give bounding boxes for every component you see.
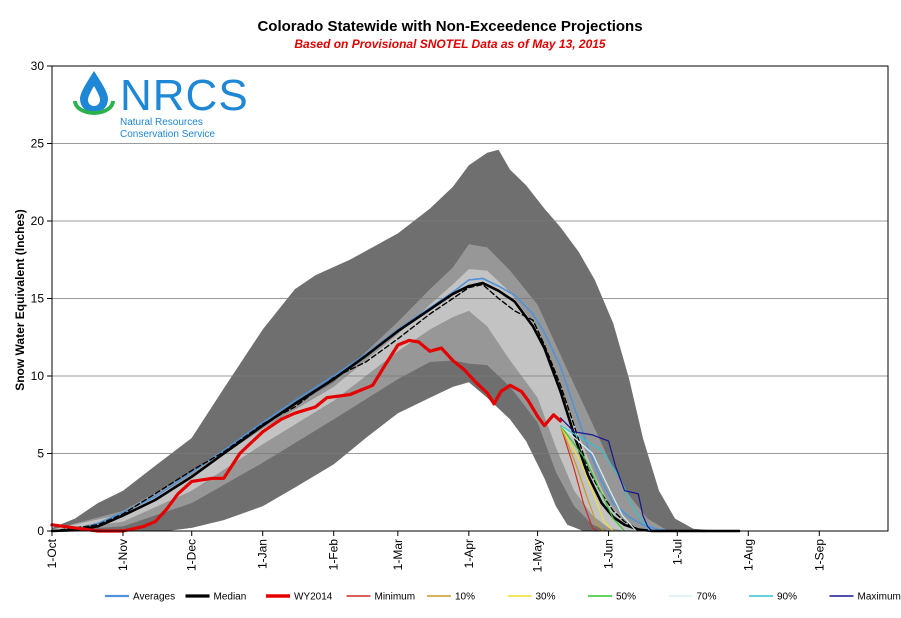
chart-title: Colorado Statewide with Non-Exceedence P… [257,18,642,35]
legend-item-median: Median [185,592,247,603]
legend-label-10pct: 10% [455,592,475,603]
legend-item-minimum: Minimum [346,592,416,603]
legend-label-90pct: 90% [777,592,797,603]
y-tick-label-30: 30 [31,59,45,73]
logo-wordmark: NRCS [120,71,249,120]
legend-label-30pct: 30% [536,592,556,603]
y-tick-label-10: 10 [31,369,45,383]
y-tick-label-15: 15 [31,292,45,306]
y-tick-label-0: 0 [37,524,44,538]
series-averages [51,277,740,532]
series-maximum [559,417,653,532]
x-tick-label-1-may: 1-May [531,539,545,572]
legend-item-50pct: 50% [588,592,636,603]
chart-subtitle: Based on Provisional SNOTEL Data as of M… [294,37,606,51]
x-tick-label-1-jul: 1-Jul [670,539,684,565]
series-minimum [559,425,598,532]
legend-item-maximum: Maximum [829,592,901,603]
series-70pct [559,425,637,532]
legend: Averages Median WY2014 Minimum 10% 30% 50% 70% 9… [105,592,901,603]
legend-label-minimum: Minimum [375,592,416,603]
x-tick-label-1-apr: 1-Apr [462,539,476,568]
series-50pct [559,425,626,532]
x-tick-label-1-jun: 1-Jun [602,539,616,569]
logo-line-2: Conservation Service [120,129,215,140]
series-median-dashed [51,283,740,532]
x-tick-label-1-dec: 1-Dec [185,539,199,571]
y-axis-label: Snow Water Equivalent (Inches) [13,209,27,391]
x-tick-label-1-oct: 1-Oct [45,538,59,568]
legend-label-maximum: Maximum [858,592,901,603]
legend-item-averages: Averages [105,592,175,603]
x-tick-label-1-jan: 1-Jan [256,539,270,569]
nrcs-logo: NRCS Natural Resources Conservation Serv… [73,71,249,140]
series-lines [50,277,741,533]
legend-label-70pct: 70% [697,592,717,603]
logo-line-1: Natural Resources [120,117,203,128]
x-tick-label-1-nov: 1-Nov [116,539,130,571]
series-wy2014 [50,338,563,533]
legend-item-70pct: 70% [668,592,717,603]
series-median [50,281,741,533]
x-tick-label-1-mar: 1-Mar [391,539,405,570]
water-drop-icon [73,71,115,115]
legend-label-50pct: 50% [616,592,636,603]
y-tick-label-25: 25 [31,137,45,151]
axes: 0 5 10 15 20 25 30 1-Oct 1-Nov 1-Dec 1-Jan 1-Feb 1-M… [31,59,889,572]
legend-item-wy2014: WY2014 [266,592,333,603]
legend-label-median: Median [214,592,247,603]
legend-label-averages: Averages [133,592,175,603]
y-tick-label-5: 5 [37,447,44,461]
legend-label-wy2014: WY2014 [294,592,333,603]
legend-item-30pct: 30% [507,592,556,603]
series-10pct [559,425,605,532]
band-central-range [52,269,740,531]
legend-item-90pct: 90% [749,592,797,603]
series-30pct [559,425,614,532]
x-tick-label-1-sep: 1-Sep [812,539,826,571]
x-tick-label-1-feb: 1-Feb [327,539,341,571]
y-tick-label-20: 20 [31,214,45,228]
legend-item-10pct: 10% [427,592,475,603]
x-tick-label-1-aug: 1-Aug [741,539,755,571]
